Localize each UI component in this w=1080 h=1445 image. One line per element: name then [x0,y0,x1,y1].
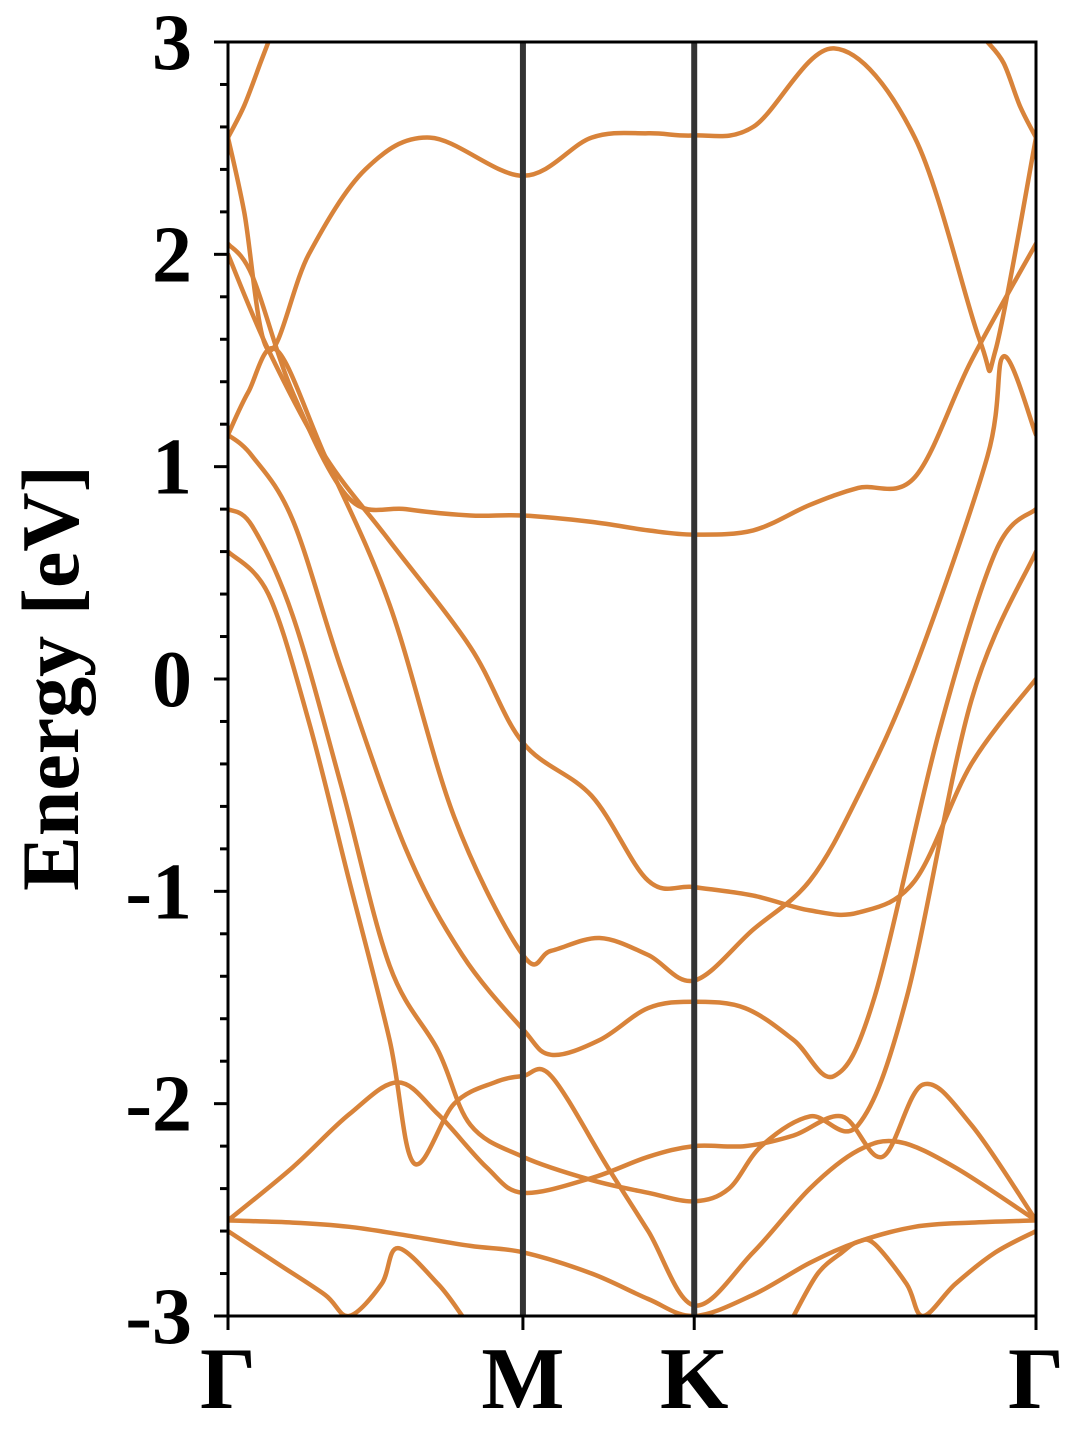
y-axis-label: Energy [eV] [5,465,96,891]
band-line-7 [228,549,1036,1308]
y-tick-label: 0 [152,636,192,724]
band-line-10 [228,1228,465,1316]
band-line-11 [791,1228,1036,1316]
x-tick-label: Γ [200,1331,256,1428]
high-symmetry-dividers [519,42,698,1316]
band-line-3 [228,46,1036,374]
y-tick-label: -3 [125,1273,192,1361]
plot-frame [226,40,1038,1318]
bands-group [228,42,1036,1316]
band-line-5 [228,432,1036,1080]
band-line-8 [228,1080,1036,1223]
y-tick-label: 1 [152,424,192,512]
x-tick-label: Γ [1008,1331,1064,1428]
band-line-4 [228,345,1036,984]
x-tick-label: K [660,1331,728,1428]
y-axis-ticks: 3 2 1 0 -1 -2 -3 [125,0,228,1361]
band-line-9 [228,1218,1036,1316]
band-line-12 [985,42,1036,140]
y-tick-label: 3 [152,0,192,87]
y-tick-label: 2 [152,211,192,299]
y-tick-label: -1 [125,848,192,936]
band-line-2 [228,241,1036,537]
y-tick-label: -2 [125,1061,192,1149]
x-tick-label: M [481,1331,564,1428]
band-line-13 [228,42,271,140]
